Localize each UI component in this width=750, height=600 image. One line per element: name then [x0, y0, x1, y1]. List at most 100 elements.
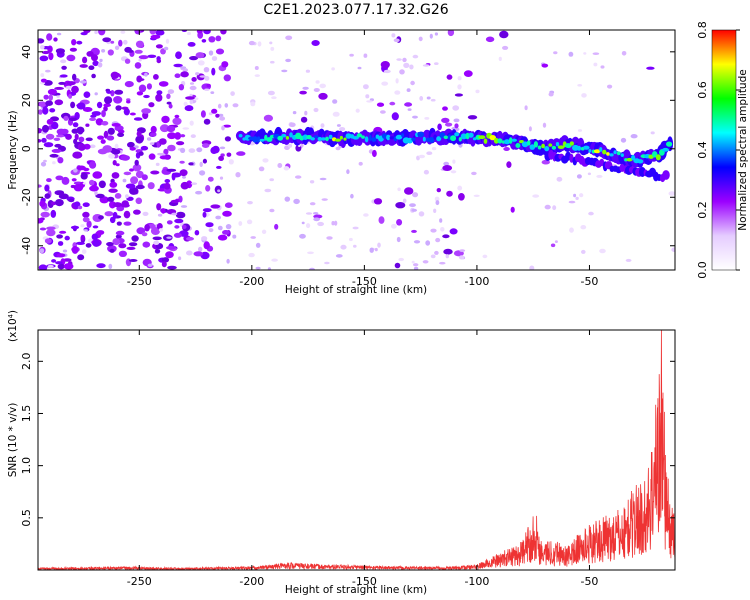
spectrogram-noise-blob: [394, 90, 401, 95]
spectrogram-noise-blob: [129, 168, 134, 172]
spectrogram-noise-blob: [248, 252, 255, 258]
snr-y-multiplier: (x10⁴): [7, 310, 19, 342]
spectrogram-noise-blob: [173, 232, 182, 238]
spectrogram-noise-blob: [51, 259, 57, 263]
spectrogram-noise-blob: [646, 66, 655, 70]
spectrogram-noise-blob: [119, 150, 123, 154]
signal-core: [551, 145, 557, 150]
spectrogram-noise-blob: [287, 143, 293, 148]
colorbar-gradient: [712, 30, 736, 270]
signal-core: [289, 132, 293, 138]
spectrogram-noise-blob: [75, 241, 85, 245]
signal-core: [364, 136, 369, 143]
spectrogram-noise-blob: [114, 143, 119, 149]
spectrogram-noise-blob: [381, 81, 389, 86]
spectrogram-noise-blob: [153, 240, 160, 245]
spectrogram-noise-blob: [98, 30, 106, 36]
spectrogram-noise-blob: [98, 180, 106, 189]
spectrogram-noise-blob: [197, 60, 205, 66]
spectrogram-noise-blob: [452, 105, 460, 111]
spectrogram-noise-blob: [157, 213, 163, 217]
spectrogram-noise-blob: [422, 64, 430, 67]
spectrogram-noise-blob: [52, 161, 56, 165]
spectrogram-noise-blob: [38, 101, 47, 107]
spectrogram-noise-blob: [92, 60, 99, 67]
spectrogram-noise-blob: [404, 187, 414, 195]
spectrogram-noise-blob: [56, 134, 65, 138]
spectrogram-noise-blob: [54, 143, 62, 148]
spectrogram-noise-blob: [457, 76, 462, 81]
spectrogram-noise-blob: [443, 248, 453, 255]
spectrogram-noise-blob: [46, 226, 56, 231]
spectrogram-noise-blob: [150, 125, 157, 134]
spectrogram-noise-blob: [176, 141, 185, 146]
spectrogram-noise-blob: [335, 254, 343, 258]
signal-core: [609, 153, 614, 157]
spectrogram-noise-blob: [43, 142, 54, 148]
spectrogram-noise-blob: [577, 129, 583, 132]
spectrogram-noise-blob: [331, 67, 335, 71]
spectrogram-noise-blob: [158, 81, 169, 87]
spectrogram-noise-blob: [46, 178, 52, 183]
spectrogram-noise-blob: [293, 198, 300, 205]
spectrogram-noise-blob: [305, 69, 310, 73]
spectrogram-noise-blob: [442, 234, 450, 239]
spectrogram-noise-blob: [85, 243, 92, 248]
spectrogram-noise-blob: [101, 121, 109, 126]
spectrogram-noise-blob: [71, 39, 77, 46]
spectrogram-noise-blob: [302, 86, 309, 90]
spectrogram-noise-blob: [396, 219, 403, 226]
spectrogram-noise-blob: [219, 116, 226, 121]
spectrogram-noise-blob: [363, 84, 369, 90]
spectrogram-noise-blob: [55, 48, 65, 54]
spectrogram-noise-blob: [114, 193, 122, 199]
spectrogram-noise-blob: [53, 137, 61, 141]
spectrogram-noise-blob: [506, 161, 512, 169]
spectrogram-noise-blob: [431, 147, 437, 151]
snr-x-tick-label: -250: [127, 575, 152, 588]
spectrogram-noise-blob: [223, 124, 231, 128]
spectrogram-noise-blob: [395, 78, 399, 84]
spectrogram-noise-blob: [247, 201, 253, 205]
snr-y-tick-label: 1.0: [20, 457, 33, 475]
spectrogram-noise-blob: [124, 58, 131, 64]
spectrogram-noise-blob: [163, 46, 169, 51]
spectrogram-noise-blob: [225, 224, 232, 230]
spectrogram-noise-blob: [217, 234, 228, 241]
spectrogram-noise-blob: [267, 267, 271, 270]
spectrogram-noise-blob: [215, 113, 220, 118]
spectrogram-noise-blob: [313, 214, 323, 219]
spectrogram-noise-blob: [130, 176, 139, 185]
spectrogram-noise-blob: [228, 159, 234, 165]
spectrogram-noise-blob: [430, 254, 436, 259]
spectrogram-noise-blob: [575, 196, 579, 200]
signal-core: [454, 132, 460, 137]
signal-core: [252, 136, 258, 143]
spectrogram-noise-blob: [671, 247, 675, 252]
spectrogram-noise-blob: [398, 257, 405, 262]
spectrogram-noise-blob: [74, 133, 79, 140]
spectrogram-noise-blob: [106, 135, 115, 141]
spectrogram-noise-blob: [450, 170, 457, 174]
spectrogram-noise-blob: [94, 191, 98, 196]
spectrogram-noise-blob: [579, 193, 584, 198]
spectrogram-noise-blob: [374, 247, 378, 252]
spectrogram-noise-blob: [224, 202, 233, 208]
snr-plot-area: [38, 330, 675, 570]
signal-core: [395, 134, 403, 140]
spectrogram-noise-blob: [553, 51, 558, 55]
spectrogram-noise-blob: [165, 38, 170, 44]
snr-x-tick-label: -100: [464, 575, 489, 588]
spectrogram-noise-blob: [524, 105, 528, 111]
spectrogram-noise-blob: [529, 265, 535, 270]
spectrogram-noise-blob: [120, 203, 130, 208]
spectrogram-noise-blob: [208, 50, 214, 56]
spectrogram-noise-blob: [383, 69, 391, 74]
spectrogram-noise-blob: [205, 185, 211, 192]
spectrogram-noise-blob: [463, 70, 473, 77]
spectrogram-noise-blob: [326, 236, 333, 240]
spectrogram-noise-blob: [60, 59, 67, 64]
spectrogram-noise-blob: [64, 235, 70, 241]
spectrogram-noise-blob: [107, 49, 114, 56]
spectrogram-noise-blob: [92, 225, 99, 229]
